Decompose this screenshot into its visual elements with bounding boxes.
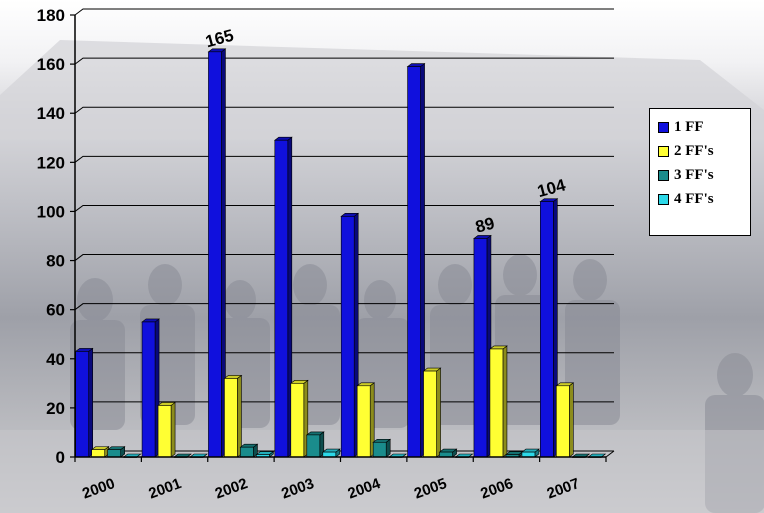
y-tick-label: 80 — [46, 252, 65, 271]
bar-front — [240, 446, 254, 458]
bar — [489, 345, 508, 458]
bar-front — [556, 385, 570, 458]
legend-swatch — [658, 121, 669, 133]
y-tick-label: 120 — [37, 153, 65, 172]
legend-label: 3 FF's — [674, 166, 714, 183]
bar-side — [88, 347, 93, 458]
gridline — [74, 57, 614, 65]
bars — [74, 48, 607, 458]
y-tick-label: 160 — [37, 55, 65, 74]
data-label: 104 — [535, 175, 568, 201]
bar-front — [157, 405, 172, 458]
bar — [207, 48, 227, 458]
y-tick-label: 140 — [37, 104, 65, 123]
legend-label: 1 FF — [674, 118, 704, 135]
gridline — [74, 204, 614, 212]
y-tick-label: 20 — [46, 399, 65, 418]
bar — [422, 367, 442, 458]
bar — [289, 379, 309, 458]
legend: 1 FF 2 FF's 3 FF's 4 FF's — [649, 108, 751, 236]
bar — [157, 401, 176, 458]
bar — [106, 446, 126, 458]
bar-front — [141, 321, 156, 458]
y-tick-label: 180 — [37, 6, 65, 25]
x-tick-label: 2002 — [213, 475, 250, 502]
floor-divider — [605, 450, 615, 458]
y-tick-labels: 0 20 40 60 80 100 120 140 160 180 — [37, 6, 65, 467]
bar — [90, 446, 110, 458]
bar — [305, 431, 325, 458]
bar-front — [340, 216, 355, 458]
bar — [521, 448, 540, 458]
bar — [74, 347, 94, 458]
x-tick-label: 2000 — [80, 475, 117, 502]
bar-front — [290, 383, 305, 458]
bar-front — [208, 51, 222, 458]
bar — [505, 450, 524, 458]
bar-side — [170, 401, 176, 458]
legend-swatch — [658, 169, 669, 181]
legend-item: 1 FF — [658, 115, 750, 139]
bar — [473, 234, 492, 458]
bar-front — [224, 378, 238, 458]
legend-item: 2 FF's — [658, 139, 750, 163]
bar — [255, 450, 275, 458]
legend-label: 4 FF's — [674, 190, 714, 207]
bar — [340, 212, 360, 458]
gridline — [74, 254, 614, 261]
bar-front — [274, 139, 289, 458]
bar — [356, 382, 376, 458]
bar — [406, 62, 426, 458]
bar — [223, 374, 243, 458]
legend-label: 2 FF's — [674, 142, 714, 159]
y-tick-label: 40 — [46, 350, 65, 369]
legend-item: 4 FF's — [658, 187, 750, 211]
bar — [539, 198, 559, 458]
bar — [555, 382, 575, 458]
gridline — [74, 303, 614, 311]
bar-front — [356, 385, 371, 458]
bar-side — [436, 367, 441, 458]
data-label: 89 — [473, 214, 496, 237]
bar — [273, 136, 293, 458]
axes — [70, 14, 607, 462]
bar-front — [540, 201, 554, 458]
bar-front — [372, 441, 387, 458]
bar-front — [107, 449, 121, 458]
gridline — [74, 106, 614, 114]
x-tick-label: 2007 — [545, 475, 582, 502]
gridline — [74, 155, 614, 163]
x-tick-label: 2006 — [478, 475, 515, 502]
gridline — [74, 8, 614, 16]
x-tick-labels: 2000 2001 2002 2003 2004 2005 2006 2007 — [80, 475, 582, 503]
bar-side — [237, 374, 242, 458]
x-tick-label: 2005 — [412, 475, 449, 502]
bar — [239, 443, 259, 458]
bar — [438, 448, 458, 458]
y-tick-label: 60 — [46, 301, 65, 320]
bar-front — [407, 66, 421, 458]
bar-front — [91, 449, 105, 458]
data-label: 165 — [203, 26, 235, 52]
bar-side — [502, 345, 508, 458]
bar — [141, 318, 160, 458]
bar-front — [306, 434, 321, 458]
bar-front — [75, 351, 89, 458]
y-tick-label: 100 — [37, 202, 65, 221]
legend-swatch — [658, 193, 669, 205]
legend-item: 3 FF's — [658, 163, 750, 187]
bar — [372, 438, 392, 458]
x-tick-label: 2004 — [346, 475, 384, 503]
legend-swatch — [658, 145, 669, 157]
x-tick-label: 2001 — [146, 475, 183, 502]
y-tick-label: 0 — [56, 448, 65, 467]
x-tick-label: 2003 — [279, 475, 316, 502]
bar-front — [423, 370, 437, 458]
bar-front — [473, 238, 488, 458]
bar-side — [569, 382, 574, 458]
bar-front — [489, 348, 504, 458]
bar — [321, 448, 341, 458]
